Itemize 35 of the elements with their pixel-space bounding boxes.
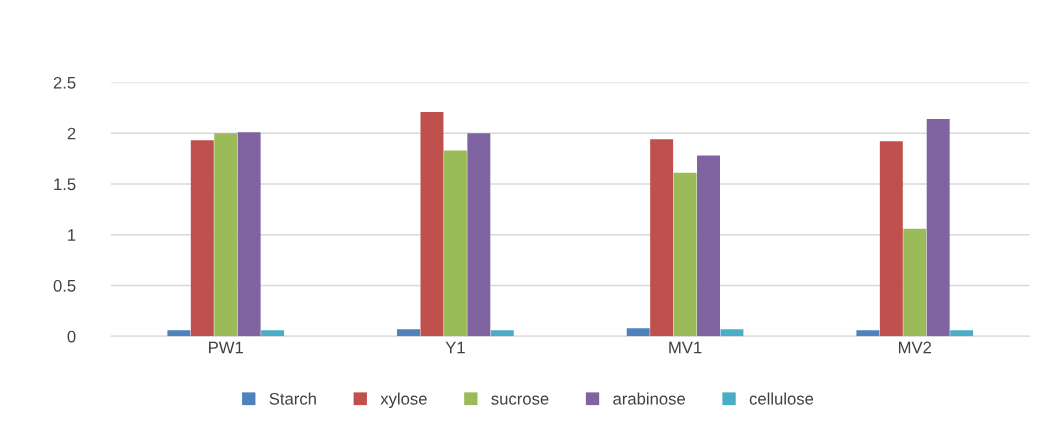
bar [879,141,903,337]
bar [167,330,191,337]
bar [626,328,650,337]
legend-label: sucrose [491,395,549,405]
bar [903,228,927,337]
x-tick-label: Y1 [445,341,465,354]
bar [490,330,514,337]
bar [856,330,880,337]
legend-label: xylose [380,392,427,408]
x-tick-label: MV2 [898,341,932,354]
bar [697,155,720,337]
y-tick-label: 0.5 [53,279,76,292]
legend-label: Starch [269,392,316,405]
y-tick-label: 0 [67,330,76,343]
y-tick-label: 2 [67,127,76,140]
bar [237,132,261,337]
bar [443,150,467,337]
x-tick-label: PW1 [209,341,243,354]
bar [420,111,444,337]
x-tick-label: MV1 [669,341,702,354]
bar [926,119,950,337]
y-tick-label: 1 [68,229,76,241]
bar [720,329,744,337]
legend-label: cellulose [749,392,814,405]
y-tick-label: 2.5 [53,76,76,89]
bar [650,139,674,337]
y-tick-label: 1.5 [54,178,76,191]
bar [673,172,697,337]
bar [467,133,491,337]
bar [190,140,214,337]
bar [950,330,974,337]
bar [214,133,238,337]
bar [397,329,421,337]
legend-label: arabinose [613,392,685,405]
bar [261,330,285,337]
